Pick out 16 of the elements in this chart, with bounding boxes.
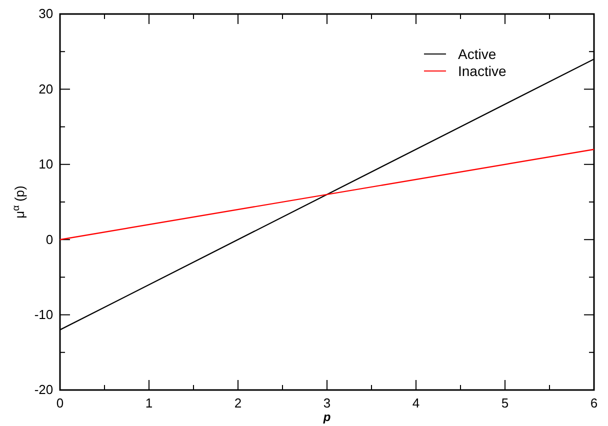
y-tick-label: 0	[46, 232, 54, 247]
y-tick-label: 30	[38, 6, 54, 22]
y-tick-label: 10	[38, 156, 54, 172]
x-tick-label: 5	[501, 395, 509, 410]
x-axis-title: p	[322, 410, 331, 424]
x-tick-label: 3	[323, 395, 331, 410]
y-tick-label: 20	[38, 81, 54, 96]
x-tick-label: 4	[412, 395, 420, 410]
y-tick-label: -10	[34, 306, 54, 322]
x-tick-label: 2	[234, 395, 242, 410]
y-tick-label: -20	[34, 382, 54, 398]
x-tick-label: 6	[590, 395, 598, 410]
legend-label: Active	[458, 46, 496, 62]
x-tick-label: 0	[56, 395, 64, 410]
x-tick-label: 1	[145, 395, 153, 410]
legend-label: Inactive	[458, 62, 506, 79]
